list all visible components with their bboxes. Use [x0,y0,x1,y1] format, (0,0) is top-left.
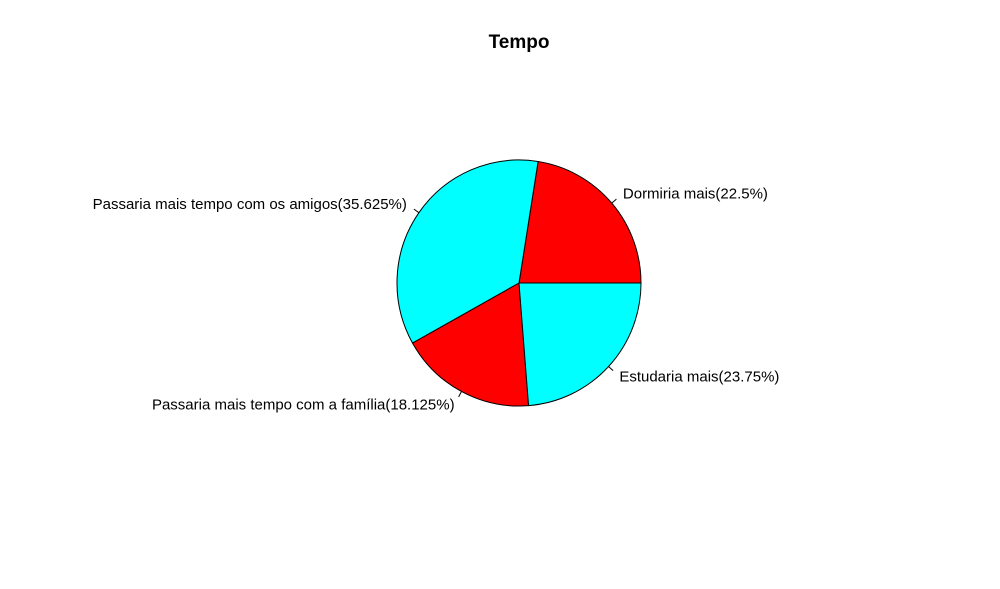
pie-slice [518,160,642,284]
slice-leader-line [458,391,462,398]
pie-slices [396,159,642,407]
slice-label: Passaria mais tempo com os amigos(35.625… [93,196,407,213]
pie-slice [411,282,530,407]
slice-leader-line [608,366,614,372]
slice-label: Dormiria mais(22.5%) [623,186,768,203]
slice-label: Passaria mais tempo com a família(18.125… [152,396,455,413]
slice-leader-line [413,208,420,214]
pie-labels: Dormiria mais(22.5%) Passaria mais tempo … [93,186,780,414]
chart-title: Tempo [489,32,550,53]
slice-label: Estudaria mais(23.75%) [619,369,779,386]
slice-leader-line [611,198,617,204]
pie-slice [518,282,642,407]
